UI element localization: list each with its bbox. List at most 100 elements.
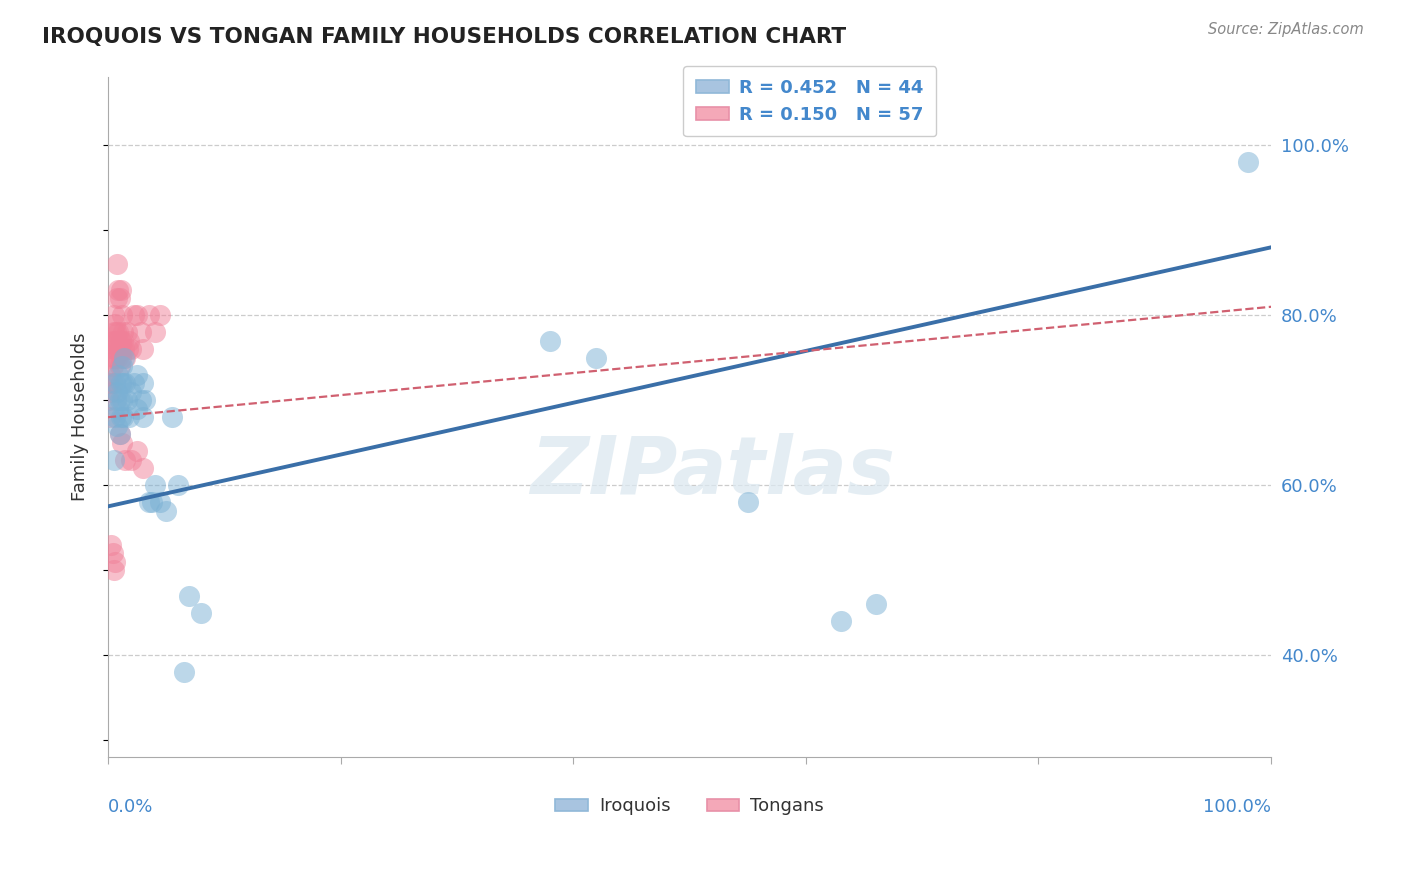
Point [112, 343, 135, 357]
Point [105, 418, 128, 433]
Point [143, 325, 166, 339]
Point [101, 359, 124, 374]
Point [538, 334, 561, 348]
Point [865, 597, 887, 611]
Point [114, 351, 136, 365]
Text: Source: ZipAtlas.com: Source: ZipAtlas.com [1208, 22, 1364, 37]
Text: 100.0%: 100.0% [1204, 797, 1271, 815]
Y-axis label: Family Households: Family Households [72, 333, 89, 501]
Point [103, 325, 125, 339]
Point [110, 334, 132, 348]
Point [111, 359, 134, 374]
Point [737, 495, 759, 509]
Point [104, 334, 127, 348]
Point [105, 257, 128, 271]
Point [105, 325, 128, 339]
Point [115, 325, 138, 339]
Point [149, 495, 172, 509]
Point [105, 393, 128, 408]
Point [125, 308, 148, 322]
Point [110, 410, 132, 425]
Point [111, 393, 134, 408]
Point [114, 376, 136, 391]
Point [105, 334, 128, 348]
Point [108, 393, 131, 408]
Point [101, 334, 124, 348]
Point [129, 393, 152, 408]
Point [120, 452, 142, 467]
Point [112, 410, 135, 425]
Point [112, 351, 135, 365]
Point [134, 393, 156, 408]
Point [110, 351, 132, 365]
Point [115, 393, 138, 408]
Point [120, 343, 142, 357]
Point [143, 478, 166, 492]
Point [104, 376, 127, 391]
Point [110, 283, 132, 297]
Point [105, 384, 128, 399]
Point [118, 334, 141, 348]
Point [129, 325, 152, 339]
Point [108, 427, 131, 442]
Point [125, 401, 148, 416]
Point [98, 368, 121, 382]
Point [138, 495, 160, 509]
Point [107, 368, 129, 382]
Point [104, 555, 127, 569]
Point [830, 614, 852, 628]
Point [111, 343, 134, 357]
Point [166, 478, 188, 492]
Text: IROQUOIS VS TONGAN FAMILY HOUSEHOLDS CORRELATION CHART: IROQUOIS VS TONGAN FAMILY HOUSEHOLDS COR… [42, 27, 846, 46]
Point [112, 325, 135, 339]
Point [122, 376, 145, 391]
Point [110, 376, 132, 391]
Point [112, 334, 135, 348]
Point [122, 308, 145, 322]
Point [120, 384, 142, 399]
Point [160, 410, 183, 425]
Point [125, 368, 148, 382]
Point [107, 343, 129, 357]
Point [98, 376, 121, 391]
Point [132, 376, 155, 391]
Point [104, 351, 127, 365]
Point [104, 317, 127, 331]
Point [111, 435, 134, 450]
Point [114, 452, 136, 467]
Point [104, 410, 127, 425]
Point [173, 665, 195, 679]
Point [117, 343, 139, 357]
Point [155, 503, 177, 517]
Point [105, 291, 128, 305]
Text: 0.0%: 0.0% [108, 797, 153, 815]
Point [190, 606, 212, 620]
Point [107, 325, 129, 339]
Point [101, 546, 124, 560]
Point [103, 343, 125, 357]
Point [132, 410, 155, 425]
Point [103, 563, 125, 577]
Point [108, 359, 131, 374]
Point [108, 427, 131, 442]
Point [111, 308, 134, 322]
Point [103, 452, 125, 467]
Point [585, 351, 607, 365]
Point [141, 495, 163, 509]
Point [1237, 155, 1260, 169]
Point [107, 401, 129, 416]
Point [118, 410, 141, 425]
Point [108, 343, 131, 357]
Point [108, 291, 131, 305]
Point [101, 376, 124, 391]
Point [100, 351, 122, 365]
Point [103, 308, 125, 322]
Point [100, 384, 122, 399]
Point [98, 410, 121, 425]
Point [132, 461, 155, 475]
Point [100, 538, 122, 552]
Point [107, 283, 129, 297]
Point [98, 393, 121, 408]
Point [179, 589, 201, 603]
Point [138, 308, 160, 322]
